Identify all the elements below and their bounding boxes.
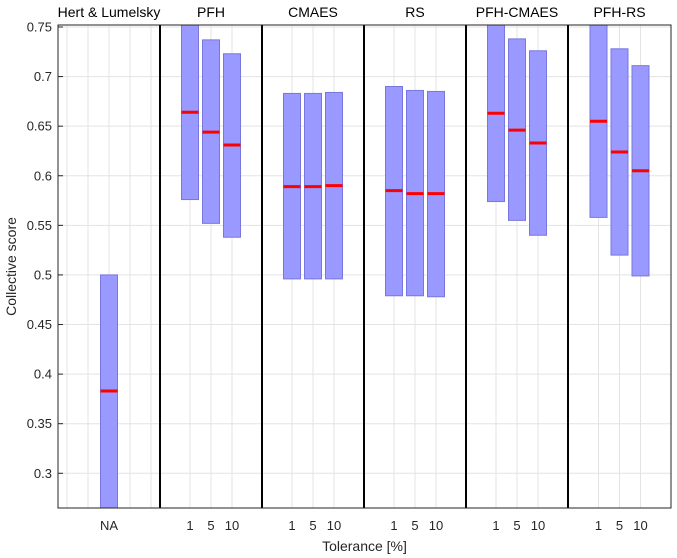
x-tick-label: 1 bbox=[595, 518, 602, 533]
x-tick-label: 10 bbox=[327, 518, 341, 533]
x-tick-label: 10 bbox=[531, 518, 545, 533]
x-tick-label: 5 bbox=[309, 518, 316, 533]
x-axis-ticks: NA 1 5 10 1 5 10 1 5 10 1 5 10 1 5 10 bbox=[100, 518, 648, 533]
y-axis-label: Collective score bbox=[3, 217, 19, 316]
group-separators bbox=[159, 25, 569, 508]
y-tick-label: 0.5 bbox=[34, 267, 52, 282]
x-tick-label: 5 bbox=[513, 518, 520, 533]
x-tick-label: NA bbox=[100, 518, 118, 533]
x-tick-label: 5 bbox=[207, 518, 214, 533]
x-tick-label: 1 bbox=[390, 518, 397, 533]
y-axis-ticks: 0.3 0.35 0.4 0.45 0.5 0.55 0.6 0.65 0.7 0.75 bbox=[27, 19, 63, 481]
y-tick-label: 0.35 bbox=[27, 416, 52, 431]
group-titles: Hert & Lumelsky PFH CMAES RS PFH-CMAES PFH-RS bbox=[58, 4, 646, 20]
x-tick-label: 10 bbox=[633, 518, 647, 533]
group-title: CMAES bbox=[288, 4, 338, 20]
x-tick-label: 5 bbox=[411, 518, 418, 533]
plot-frame bbox=[57, 24, 672, 509]
group-title: PFH-RS bbox=[593, 4, 645, 20]
group-title: PFH-CMAES bbox=[476, 4, 558, 20]
x-tick-label: 10 bbox=[429, 518, 443, 533]
y-tick-label: 0.7 bbox=[34, 69, 52, 84]
y-tick-label: 0.6 bbox=[34, 168, 52, 183]
y-tick-label: 0.4 bbox=[34, 367, 52, 382]
y-tick-label: 0.55 bbox=[27, 218, 52, 233]
y-tick-label: 0.3 bbox=[34, 466, 52, 481]
y-tick-label: 0.75 bbox=[27, 19, 52, 34]
boxes bbox=[100, 24, 650, 509]
group-title: RS bbox=[405, 4, 424, 20]
group-title: Hert & Lumelsky bbox=[58, 4, 161, 20]
x-tick-label: 5 bbox=[616, 518, 623, 533]
x-tick-label: 1 bbox=[492, 518, 499, 533]
x-tick-label: 1 bbox=[186, 518, 193, 533]
x-axis-label: Tolerance [%] bbox=[322, 538, 407, 554]
y-tick-label: 0.45 bbox=[27, 317, 52, 332]
x-tick-label: 1 bbox=[288, 518, 295, 533]
y-tick-label: 0.65 bbox=[27, 119, 52, 134]
x-tick-label: 10 bbox=[225, 518, 239, 533]
group-title: PFH bbox=[197, 4, 225, 20]
